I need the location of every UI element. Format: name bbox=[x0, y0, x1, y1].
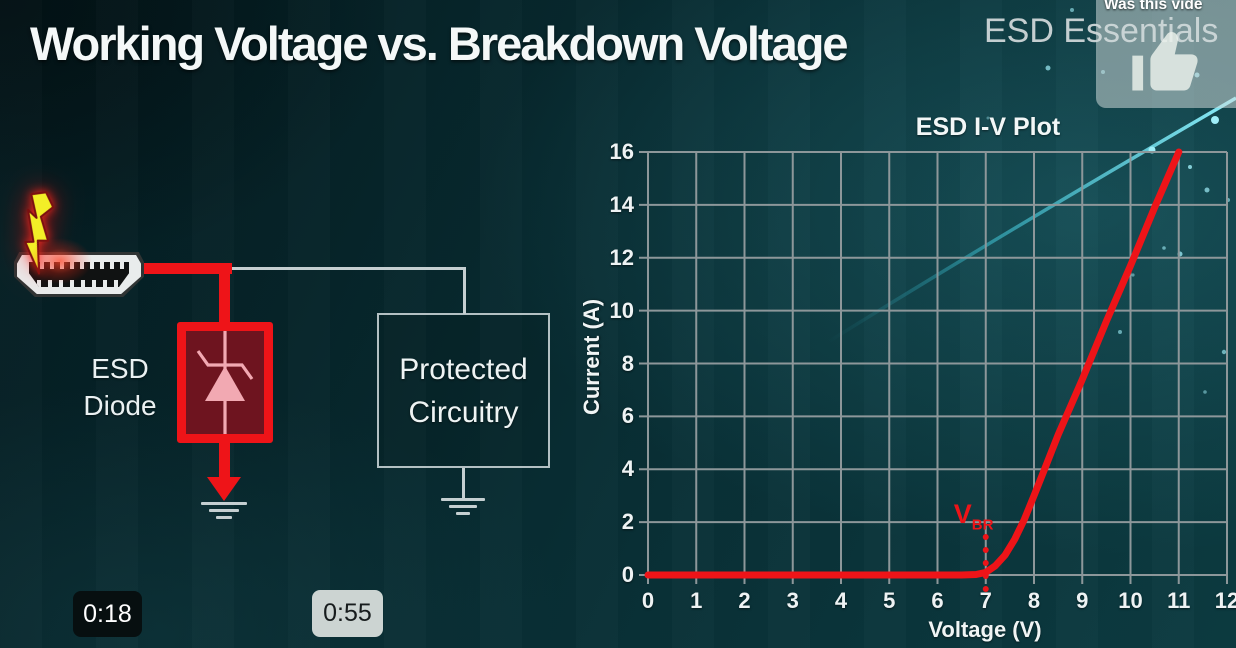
x-tick-label: 5 bbox=[883, 588, 896, 613]
slide-title: Working Voltage vs. Breakdown Voltage bbox=[30, 17, 849, 70]
signal-wire-red bbox=[140, 263, 232, 274]
x-tick-label: 2 bbox=[738, 588, 751, 613]
y-tick-label: 4 bbox=[621, 456, 634, 482]
ground-wire bbox=[462, 468, 465, 498]
feedback-question: Was this vide bbox=[1104, 0, 1203, 13]
circuit-wire-drop bbox=[463, 267, 466, 314]
timestamp-chip-next[interactable]: 0:55 bbox=[312, 590, 383, 637]
timestamp-chip-current[interactable]: 0:18 bbox=[73, 591, 142, 637]
y-tick-label: 0 bbox=[621, 562, 634, 587]
circuit-wire bbox=[230, 267, 466, 270]
esd-diode-label: ESD Diode bbox=[83, 353, 157, 421]
x-tick-label: 4 bbox=[834, 588, 848, 613]
y-tick-label: 16 bbox=[609, 139, 634, 164]
ground-icon bbox=[441, 498, 485, 519]
x-tick-label: 8 bbox=[1027, 588, 1041, 613]
y-tick-label: 14 bbox=[609, 191, 634, 217]
esd-diode-box bbox=[177, 322, 273, 443]
x-tick-label: 6 bbox=[931, 588, 944, 613]
ground-arrow bbox=[219, 434, 230, 480]
x-tick-label: 1 bbox=[690, 588, 703, 613]
zener-diode-icon bbox=[196, 331, 254, 434]
breakdown-voltage-annotation: VBR bbox=[953, 499, 994, 534]
x-tick-label: 10 bbox=[1118, 588, 1143, 613]
x-tick-label: 9 bbox=[1076, 588, 1089, 613]
ground-icon bbox=[201, 502, 247, 523]
y-tick-label: 2 bbox=[621, 509, 634, 535]
y-tick-label: 12 bbox=[609, 244, 634, 270]
chart-title: ESD I-V Plot bbox=[915, 113, 1061, 141]
protected-circuitry-box: Protected Circuitry bbox=[377, 313, 550, 468]
ground-arrowhead bbox=[207, 477, 241, 501]
y-axis-label: Current (A) bbox=[579, 298, 604, 416]
x-tick-label: 7 bbox=[979, 588, 992, 613]
x-tick-label: 12 bbox=[1214, 588, 1236, 613]
thumbs-up-icon[interactable] bbox=[1122, 24, 1206, 100]
x-tick-label: 0 bbox=[641, 588, 655, 613]
x-tick-label: 3 bbox=[786, 588, 799, 613]
feedback-popup[interactable]: Was this vide bbox=[1096, 0, 1236, 108]
diode-branch-wire bbox=[219, 263, 230, 323]
x-axis-label: Voltage (V) bbox=[928, 617, 1042, 642]
x-tick-label: 11 bbox=[1167, 588, 1191, 613]
